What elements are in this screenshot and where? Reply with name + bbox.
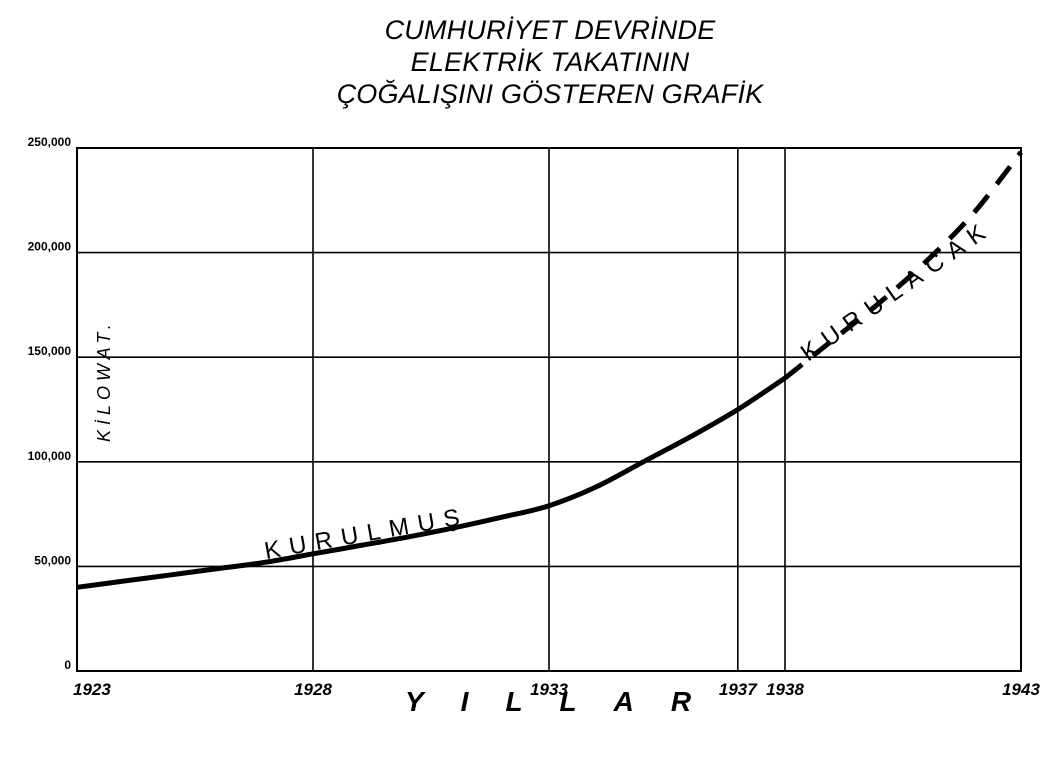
x-axis-title: YILLAR [405,686,728,717]
series-lines [76,150,1023,590]
y-tick-label: 50,000 [34,553,71,567]
x-tick-label: 1923 [73,680,111,699]
x-tick-label: 1933 [530,680,568,699]
x-tick-label: 1943 [1002,680,1040,699]
y-tick-label: 0 [64,658,71,672]
y-axis-title: KİLOWAT. [94,319,114,442]
series-line-kurulacak [783,150,1023,381]
chart-title: CUMHURİYET DEVRİNDE ELEKTRİK TAKATININ Ç… [180,14,920,110]
series-label-kurulmus: KURULMUŞ [262,502,470,564]
x-tick-label: 1937 [719,680,758,699]
y-tick-label: 100,000 [28,449,72,463]
x-tick-label: 1928 [294,680,332,699]
grid [76,147,1022,672]
y-tick-label: 250,000 [28,135,72,149]
axis-labels: 0 50,000 100,000 150,000 200,000 250,000 1923 1… [28,135,1041,717]
series-label-kurulacak: KURULACAK [796,214,998,367]
title-line-3: ÇOĞALIŞINI GÖSTEREN GRAFİK [336,79,764,109]
y-tick-label: 200,000 [28,240,72,254]
x-tick-label: 1938 [766,680,804,699]
y-tick-label: 150,000 [28,344,72,358]
series-line-kurulmus [76,376,787,590]
title-line-1: CUMHURİYET DEVRİNDE [384,15,716,45]
title-line-2: ELEKTRİK TAKATININ [410,47,690,77]
